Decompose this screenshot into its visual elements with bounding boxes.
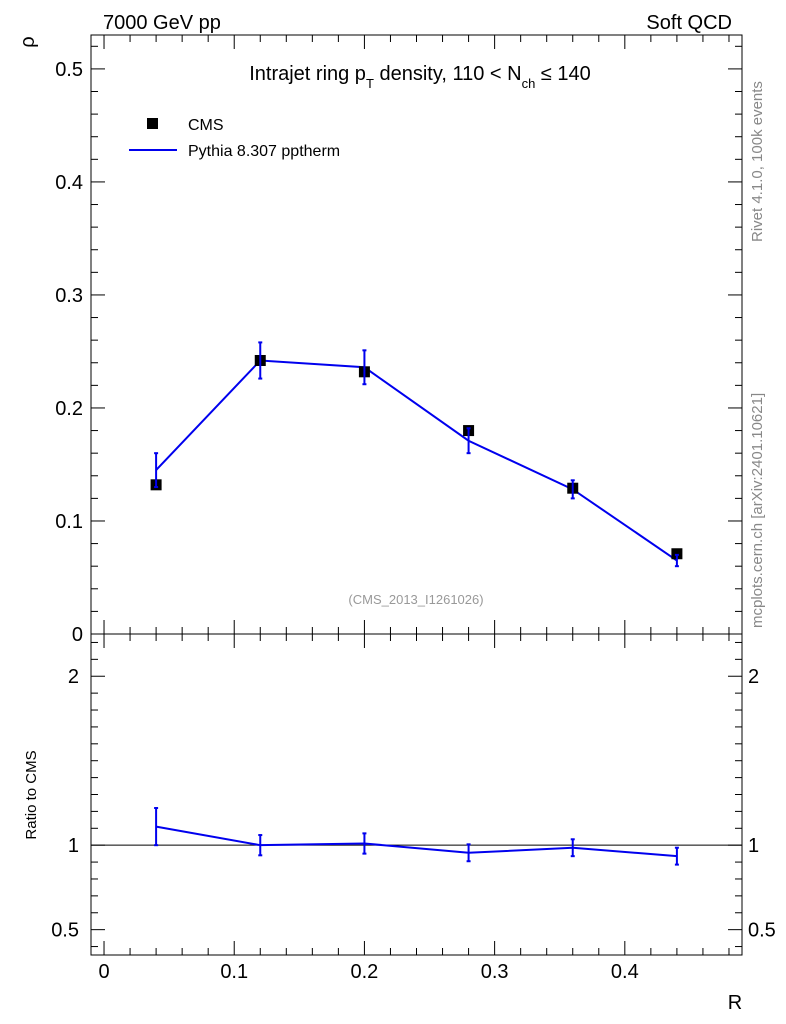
ratio-panel-marks [91,807,742,866]
main-y-axis-label: ρ [17,36,39,47]
cms-data-point [671,548,683,560]
x-axis-label: R [728,992,742,1014]
ratio-y-tick-label-right: 0.5 [748,920,776,942]
main-y-tick-label: 0 [72,624,83,646]
x-tick-label: 0 [98,961,109,983]
x-tick-label: 0.1 [220,961,248,983]
main-y-tick-label: 0.1 [55,511,83,533]
pythia-curve [155,359,678,562]
ratio-y-tick-label: 0.5 [51,920,79,942]
main-y-tick-label: 0.5 [55,59,83,81]
legend-cms-label: CMS [188,117,224,134]
ratio-y-tick-label-right: 1 [748,835,759,857]
ratio-curve [155,825,677,858]
main-y-tick-label: 0.3 [55,285,83,307]
main-panel-marks [150,341,683,568]
legend-pythia-label: Pythia 8.307 pptherm [188,143,340,160]
main-title: Intrajet ring pT density, 110 < Nch ≤ 14… [249,63,591,91]
ratio-y-tick-label-right: 2 [748,666,759,688]
main-y-tick-label: 0.2 [55,398,83,420]
header-energy-label: 7000 GeV pp [103,12,221,34]
plot-frames [90,34,743,956]
ratio-y-tick-label: 2 [68,666,79,688]
rivet-version-label: Rivet 4.1.0, 100k events [749,81,766,242]
legend-cms-marker [147,118,158,129]
ratio-y-tick-label: 1 [68,835,79,857]
x-tick-label: 0.2 [351,961,379,983]
x-tick-label: 0.3 [481,961,509,983]
ratio-y-axis-label: Ratio to CMS [23,750,40,839]
ratio-plot-frame [90,633,743,956]
x-tick-label: 0.4 [611,961,639,983]
main-y-tick-label: 0.4 [55,172,83,194]
mcplots-citation-label: mcplots.cern.ch [arXiv:2401.10621] [749,393,766,628]
analysis-id-watermark: (CMS_2013_I1261026) [348,592,483,607]
header-category-label: Soft QCD [646,12,732,34]
axis-ticks: 0 0.1 0.2 0.3 0.4 0.5 0 0.1 0.2 0.3 0.4 0.5 0.5 1 1 2 2 [51,35,776,983]
